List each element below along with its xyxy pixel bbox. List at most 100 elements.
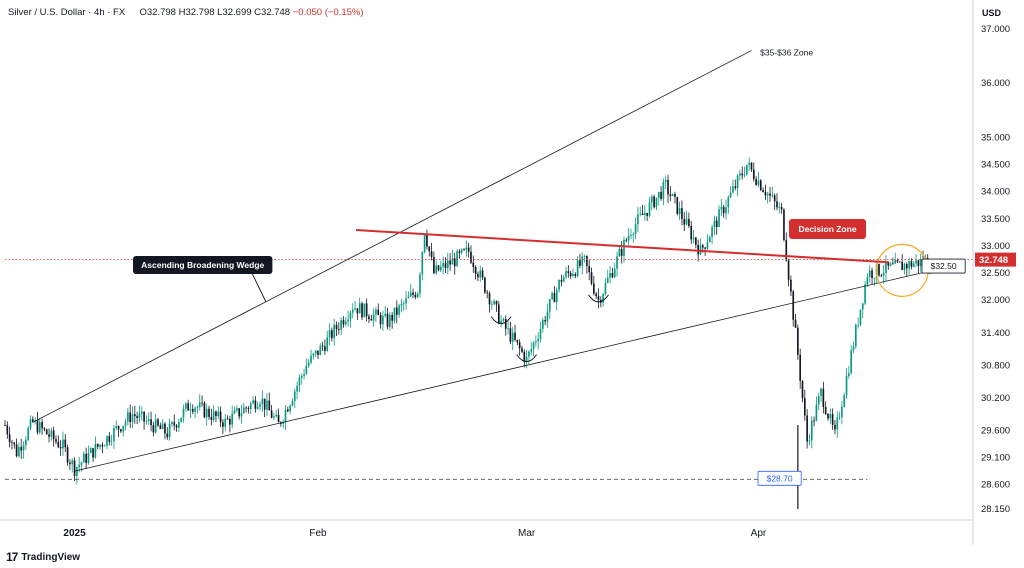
time-tick-label: Feb [309,528,327,539]
candle-body [908,261,910,269]
candle-body [797,327,799,355]
candle-body [618,249,621,257]
candle-body [201,402,203,404]
candle-body [48,434,50,437]
time-axis[interactable]: 2025 Feb Mar Apr [63,528,766,539]
candle-body [831,414,834,425]
candle-body [312,353,315,356]
candle-body [25,439,27,446]
candle-body [453,258,456,267]
candle-body [338,329,340,330]
candle-body [435,265,438,274]
candle-body [662,181,665,199]
candle-body [113,427,115,442]
candle-body [752,169,755,180]
wedge-lower-trendline [74,269,933,472]
tradingview-brand[interactable]: 17 TradingView [6,550,80,564]
candle-body [497,304,500,324]
candle-body [317,350,319,356]
candle-body [641,213,644,216]
candle-body [368,316,370,320]
candle-body [451,258,454,265]
candle-body [41,422,43,429]
candle-body [518,342,521,349]
candle-body [474,267,477,275]
candle-body [854,324,857,347]
price-tick-label: 29.600 [981,425,1010,436]
candle-body [504,318,507,329]
candle-body [808,440,811,442]
time-tick-label: 2025 [63,528,86,539]
candle-body [101,444,104,447]
candle-body [718,209,720,227]
candle-body [11,442,13,444]
candle-body [530,348,533,352]
candle-body [655,197,658,208]
candle-body [764,192,767,196]
candle-body [210,416,213,420]
candle-body [249,403,252,409]
candle-body [198,402,201,408]
price-axis[interactable]: 37.000 36.000 35.000 34.500 34.000 33.500 33.0… [975,24,1016,515]
candle-body [291,401,294,406]
candle-body [523,351,526,362]
candle-body [147,419,150,421]
candle-body [96,443,99,447]
candle-body [815,404,818,421]
candle-body [771,195,774,197]
candle-body [794,319,797,328]
candle-body [841,406,843,418]
candle-body [351,309,354,313]
candle-body [85,453,87,463]
candle-body [704,247,706,249]
price-tick-label: 33.500 [981,214,1010,225]
price-tick-label: 33.000 [981,241,1010,252]
candle-body [78,464,81,468]
time-tick-label: Mar [518,528,536,539]
candle-body [470,251,472,263]
candle-body [324,346,326,351]
candle-body [472,262,475,268]
candle-body [124,421,127,426]
candle-body [787,260,790,280]
candle-body [282,421,285,424]
candle-body [395,307,398,315]
candle-body [4,425,6,426]
candle-body [205,408,208,418]
candle-body [372,314,375,321]
candle-body [358,303,361,314]
candle-body [746,164,748,175]
candle-body [398,305,400,315]
candle-body [333,324,336,339]
candle-body [678,208,681,214]
candle-body [871,270,873,278]
candle-body [562,277,565,282]
decision-zone-label: Decision Zone [789,219,866,239]
candle-body [685,218,688,225]
candle-body [57,441,60,447]
candle-body [762,190,764,193]
candle-body [379,315,382,325]
candle-body [50,430,53,437]
candle-body [516,339,519,343]
candle-body [377,309,380,316]
candle-body [579,260,581,266]
candle-body [664,180,667,182]
candle-body [400,303,403,306]
candle-series [4,157,931,510]
candle-body [270,410,273,418]
currency-unit: USD [982,8,1002,18]
candle-body [850,350,853,374]
wedge-label-box [133,256,273,274]
candle-body [773,195,776,202]
wedge-upper-trendline [32,50,752,423]
support-price-label-text: $28.70 [767,473,793,483]
candle-body [759,180,762,191]
candle-body [138,413,141,418]
candle-body [567,271,570,273]
candle-body [389,314,391,327]
candle-body [919,259,922,267]
candle-body [637,214,639,225]
candle-body [848,373,850,377]
